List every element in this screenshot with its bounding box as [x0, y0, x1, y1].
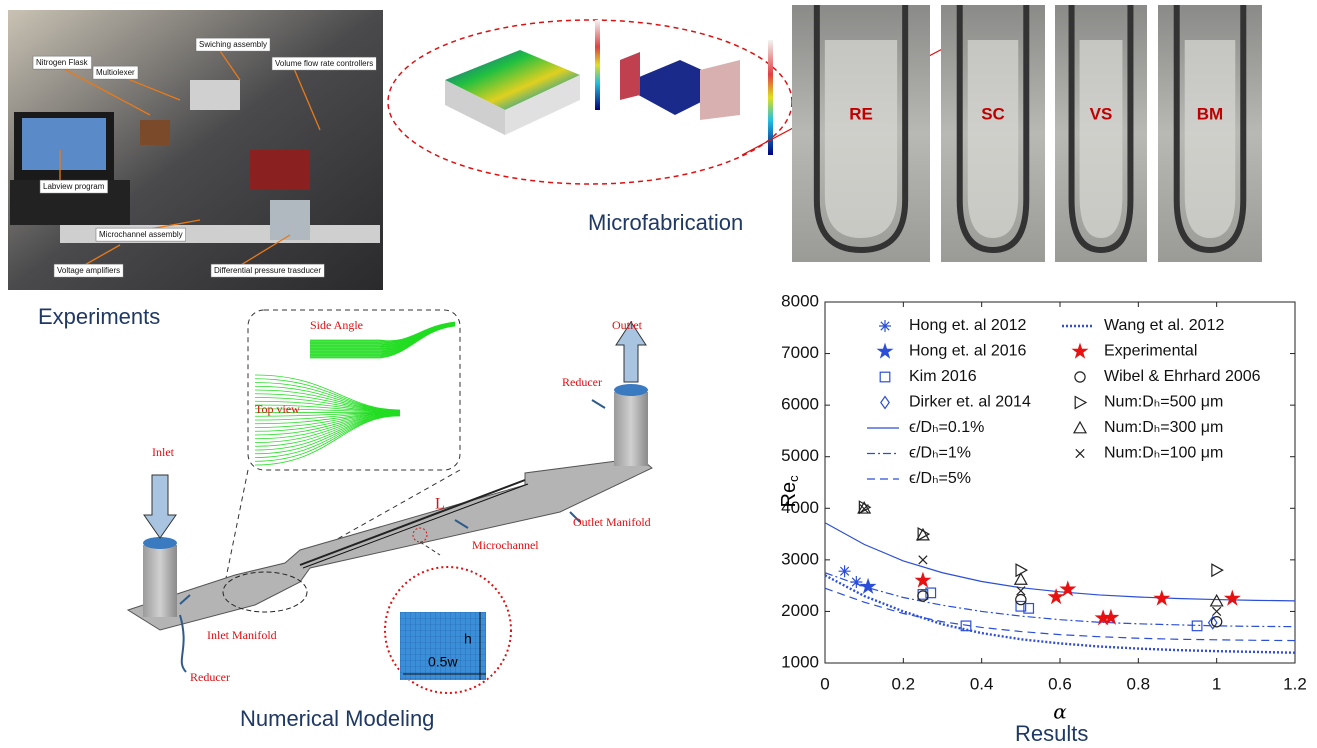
photo-label: Nitrogen Flask — [36, 58, 89, 67]
microchannel-label: Microchannel — [472, 538, 539, 552]
photo-label: Multiolexer — [96, 68, 135, 77]
inset-leader — [225, 470, 248, 583]
results-caption: Results — [1015, 721, 1088, 746]
legend-label: Experimental — [1104, 343, 1197, 360]
photo-label: Volume flow rate controllers — [275, 59, 373, 68]
legend-label: Hong et. al 2016 — [909, 343, 1027, 360]
section-leader — [420, 542, 440, 555]
side-angle-label: Side Angle — [310, 318, 363, 332]
inlet-reducer — [143, 545, 177, 617]
legend-label: ϵ/Dₕ=0.1% — [909, 419, 984, 436]
channel-fill — [1080, 40, 1123, 238]
experiments-caption: Experiments — [38, 304, 160, 329]
outlet-reducer — [614, 392, 648, 466]
color-bar — [768, 40, 773, 155]
x-tick-label: 0 — [820, 674, 829, 693]
x-tick-label: 0.2 — [892, 674, 916, 693]
section-mesh — [400, 612, 486, 680]
y-tick-label: 5000 — [781, 446, 819, 465]
instrument — [140, 120, 170, 145]
top-view-label: Top view — [255, 402, 300, 416]
outlet-port — [614, 384, 648, 396]
microfabrication-panel: RE SC VS BM Microfabrication — [388, 5, 1262, 262]
legend-label: Wang et al. 2012 — [1104, 317, 1224, 334]
legend-label: Dirker et. al 2014 — [909, 394, 1031, 411]
legend-label: Kim 2016 — [909, 368, 977, 385]
transducer — [270, 200, 310, 240]
reducer-label: Reducer — [562, 375, 602, 389]
instrument — [190, 80, 240, 110]
y-tick-label: 7000 — [781, 343, 819, 362]
legend-label: Num:Dₕ=500 μm — [1104, 394, 1223, 411]
y-tick-label: 2000 — [781, 601, 819, 620]
inlet-arrow — [144, 475, 176, 538]
y-label-sub: c — [786, 475, 801, 482]
sample-label: RE — [849, 104, 873, 123]
color-bar — [595, 20, 600, 110]
x-tick-label: 0.8 — [1127, 674, 1151, 693]
inlet-label: Inlet — [152, 445, 175, 459]
inlet-manifold-label: Inlet Manifold — [207, 628, 277, 642]
legend-label: Num:Dₕ=100 μm — [1104, 445, 1223, 462]
sample-label: SC — [981, 104, 1005, 123]
plot-area — [825, 302, 1295, 663]
width-label: 0.5w — [428, 654, 458, 670]
sample-label: BM — [1197, 104, 1223, 123]
legend-label: Hong et. al 2012 — [909, 317, 1027, 334]
legend-label: ϵ/Dₕ=5% — [909, 470, 971, 487]
y-tick-label: 6000 — [781, 395, 819, 414]
laptop-screen — [22, 118, 106, 170]
channel-fill — [1185, 40, 1236, 238]
channel-fill — [825, 40, 897, 238]
photo-label: Voltage amplifiers — [57, 266, 120, 275]
y-tick-label: 1000 — [781, 652, 819, 671]
x-tick-label: 0.4 — [970, 674, 994, 693]
assembly — [250, 150, 310, 190]
legend-label: Wibel & Ehrhard 2006 — [1104, 368, 1261, 385]
outlet-manifold-label: Outlet Manifold — [573, 515, 651, 529]
legend-swatch — [879, 320, 891, 332]
photo-label: Labview program — [43, 182, 105, 191]
y-tick-label: 3000 — [781, 549, 819, 568]
legend-label: Num:Dₕ=300 μm — [1104, 419, 1223, 436]
x-tick-label: 1 — [1212, 674, 1221, 693]
reducer-label: Reducer — [190, 670, 230, 684]
length-label: L — [435, 496, 445, 513]
outlet-label: Outlet — [612, 318, 643, 332]
photo-label: Differential pressure trasducer — [214, 266, 321, 275]
numerical-modeling-caption: Numerical Modeling — [240, 706, 434, 731]
photo-label: Microchannel assembly — [99, 230, 183, 239]
x-tick-label: 1.2 — [1283, 674, 1307, 693]
channel-fill — [968, 40, 1019, 238]
y-axis-label: Rec — [778, 475, 801, 508]
numerical-modeling-panel: Side Angle Top view Inlet Outlet Reducer… — [128, 310, 652, 731]
manifold-geometry — [128, 458, 652, 630]
y-label-main: Re — [778, 482, 800, 508]
height-label: h — [464, 631, 472, 647]
legend-label: ϵ/Dₕ=1% — [909, 445, 971, 462]
surface-plot-wall — [700, 60, 740, 120]
x-tick-label: 0.6 — [1048, 674, 1072, 693]
experiments-panel: Multiolexer Swiching assembly Nitrogen Fla… — [8, 10, 383, 329]
y-tick-label: 8000 — [781, 291, 819, 310]
surface-plot-wall — [620, 52, 640, 100]
microfabrication-caption: Microfabrication — [588, 210, 743, 235]
figure: Multiolexer Swiching assembly Nitrogen Fla… — [0, 0, 1317, 748]
photo-label: Swiching assembly — [199, 40, 267, 49]
sample-label: VS — [1090, 104, 1113, 123]
